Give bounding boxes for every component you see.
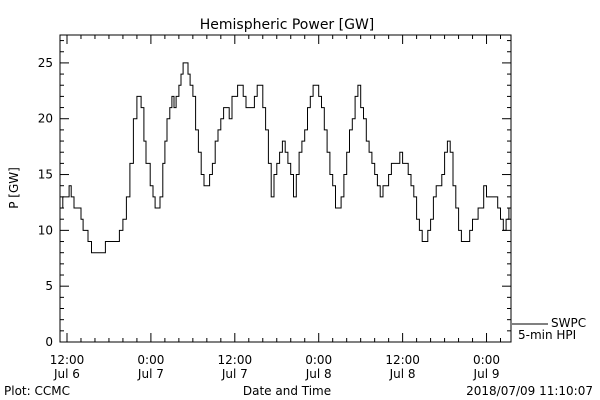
legend-source: SWPC (551, 316, 586, 330)
x-tick-time-label: 0:00 (305, 353, 332, 367)
x-axis-minor-ticks (80, 35, 502, 342)
x-tick-date-label: Jul 8 (305, 367, 332, 381)
y-tick-label: 10 (38, 223, 53, 237)
y-axis-minor-ticks (60, 40, 511, 332)
chart-title: Hemispheric Power [GW] (200, 17, 375, 33)
plot-timestamp: 2018/07/09 11:10:07 (466, 384, 593, 398)
y-tick-label: 0 (45, 335, 53, 349)
y-tick-label: 15 (38, 168, 53, 182)
y-axis-label: P [GW] (7, 167, 21, 209)
y-tick-label: 5 (45, 279, 53, 293)
hemispheric-power-series (60, 62, 512, 254)
x-axis-label: Date and Time (243, 384, 331, 398)
x-tick-time-label: 12:00 (218, 353, 253, 367)
x-tick-time-label: 12:00 (385, 353, 420, 367)
x-tick-time-label: 12:00 (50, 353, 85, 367)
plot-credit: Plot: CCMC (4, 384, 70, 398)
x-tick-date-label: Jul 9 (473, 367, 500, 381)
y-axis-ticks: 0 5 10 15 20 25 (38, 56, 511, 349)
x-tick-date-label: Jul 6 (53, 367, 80, 381)
y-tick-label: 25 (38, 56, 53, 70)
x-tick-time-label: 0:00 (473, 353, 500, 367)
plot-frame (59, 34, 512, 343)
x-tick-date-label: Jul 8 (389, 367, 416, 381)
y-tick-label: 20 (38, 112, 53, 126)
x-tick-date-label: Jul 7 (221, 367, 248, 381)
x-tick-time-label: 0:00 (137, 353, 164, 367)
legend-cadence: 5-min HPI (518, 328, 576, 342)
x-tick-date-label: Jul 7 (137, 367, 164, 381)
